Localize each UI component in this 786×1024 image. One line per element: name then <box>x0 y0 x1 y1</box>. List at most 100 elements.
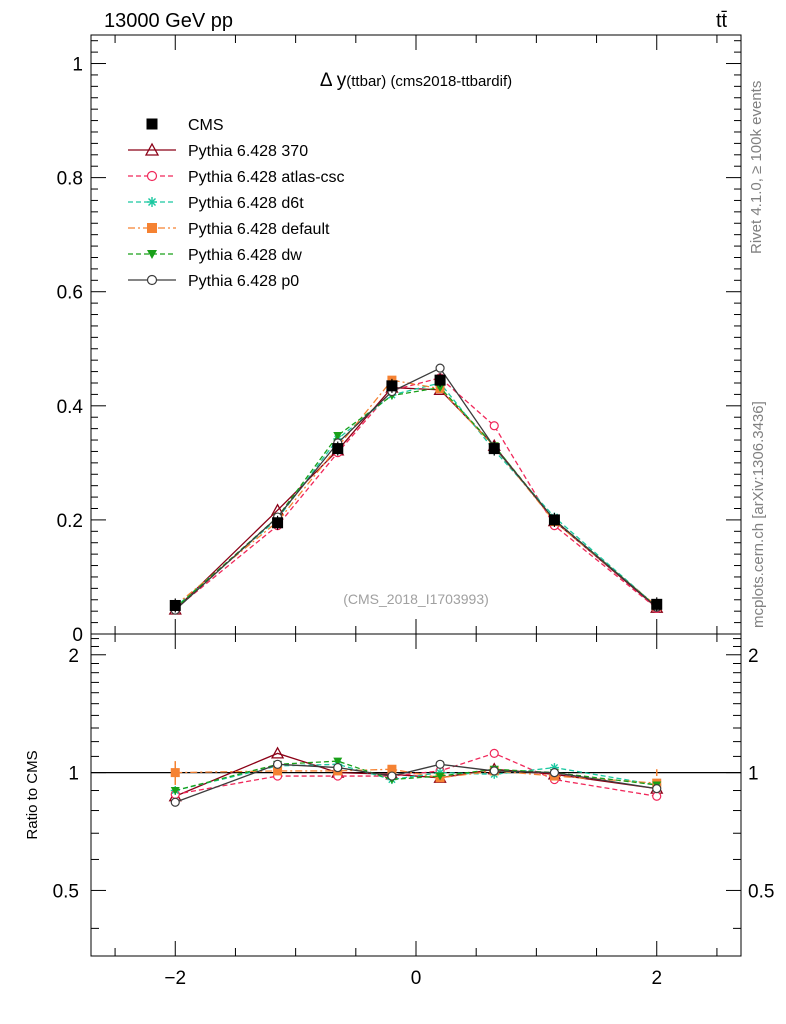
main-ytick-label-5: 1 <box>72 55 83 76</box>
legend-marker-pythia-6-428-370 <box>144 142 160 156</box>
point-pythia-6-428-atlas-csc-5 <box>489 421 499 431</box>
legend-marker-pythia-6-428-d6t <box>147 197 157 207</box>
ratio-point-pythia-6-428-370-1 <box>270 746 285 759</box>
ratio-point-pythia-6-428-default-1 <box>273 766 283 776</box>
legend-item-pythia-6-428-370: Pythia 6.428 370 <box>128 142 308 160</box>
legend: CMS Pythia 6.428 370 Pythia 6.428 atlas-cs… <box>128 117 345 290</box>
series-line-pythia-6-428-370 <box>174 386 658 610</box>
plot-title-suffix: (ttbar) (cms2018-ttbardif) <box>346 73 512 90</box>
point-cms-7 <box>651 598 663 610</box>
ratio-point-pythia-6-428-atlas-csc-5 <box>489 748 499 758</box>
ratio-line-pythia-6-428-370 <box>175 752 657 797</box>
rivet-label: Rivet 4.1.0, ≥ 100k events <box>748 81 765 254</box>
energy-label: 13000 GeV pp <box>104 10 233 32</box>
legend-marker-pythia-6-428-atlas-csc <box>146 170 158 182</box>
ratio-ytick-label-left-2: 2 <box>68 646 79 667</box>
series-pythia-6-428-370 <box>168 380 664 615</box>
ratio-point-pythia-6-428-p0-5 <box>489 766 499 776</box>
series-line-pythia-6-428-dw <box>174 386 658 609</box>
legend-label-pythia-6-428-370: Pythia 6.428 370 <box>188 143 308 160</box>
series-cms <box>169 373 663 613</box>
main-ytick-label-1: 0.2 <box>57 511 83 532</box>
ratio-series-pythia-6-428-atlas-csc <box>170 748 662 801</box>
series-line-pythia-6-428-d6t <box>174 382 658 608</box>
ratio-ytick-label-left-0: 0.5 <box>53 881 79 902</box>
legend-marker-pythia-6-428-default <box>147 223 157 233</box>
legend-marker-cms <box>146 118 158 130</box>
ratio-xtick-label-2: 2 <box>651 968 662 989</box>
plot-title: Δ y(ttbar) (cms2018-ttbardif) <box>320 70 512 91</box>
legend-marker-pythia-6-428-p0 <box>146 274 158 286</box>
ratio-point-pythia-6-428-p0-7 <box>652 784 662 794</box>
point-pythia-6-428-dw-4 <box>435 384 445 393</box>
main-series <box>168 363 664 615</box>
ratio-series <box>168 746 664 807</box>
ratio-point-pythia-6-428-p0-2 <box>333 762 343 773</box>
ratio-series-pythia-6-428-p0 <box>170 759 662 807</box>
ratio-ytick-label-right-2: 2 <box>748 646 759 667</box>
legend-item-pythia-6-428-d6t: Pythia 6.428 d6t <box>128 195 304 212</box>
legend-label-pythia-6-428-dw: Pythia 6.428 dw <box>188 247 302 264</box>
point-cms-2 <box>332 443 344 455</box>
point-cms-4 <box>434 374 446 386</box>
legend-item-cms: CMS <box>146 117 224 134</box>
legend-item-pythia-6-428-default: Pythia 6.428 default <box>128 221 330 238</box>
ratio-point-pythia-6-428-default-0 <box>170 768 180 778</box>
legend-label-pythia-6-428-atlas-csc: Pythia 6.428 atlas-csc <box>188 169 345 186</box>
legend-item-pythia-6-428-atlas-csc: Pythia 6.428 atlas-csc <box>128 169 345 186</box>
point-cms-5 <box>488 443 500 455</box>
legend-label-cms: CMS <box>188 117 224 134</box>
ratio-line-pythia-6-428-p0 <box>175 763 657 803</box>
ratio-ylabel: Ratio to CMS <box>24 750 41 839</box>
series-pythia-6-428-atlas-csc <box>170 373 662 614</box>
point-cms-0 <box>169 599 181 611</box>
ratio-point-pythia-6-428-p0-0 <box>170 797 180 807</box>
ratio-point-pythia-6-428-atlas-csc-7 <box>652 791 662 801</box>
mcplots-label: mcplots.cern.ch [arXiv:1306.3436] <box>750 401 767 628</box>
legend-marker-pythia-6-428-d6t-stroke-3 <box>148 198 156 206</box>
legend-label-pythia-6-428-d6t: Pythia 6.428 d6t <box>188 195 304 212</box>
ratio-point-pythia-6-428-p0-6 <box>549 768 560 778</box>
legend-marker-pythia-6-428-dw <box>147 250 157 259</box>
main-ytick-label-0: 0 <box>72 625 83 646</box>
point-pythia-6-428-dw-2 <box>333 431 343 440</box>
ratio-point-pythia-6-428-dw-0 <box>170 787 180 796</box>
point-cms-6 <box>548 514 560 526</box>
legend-label-pythia-6-428-default: Pythia 6.428 default <box>188 221 330 238</box>
ratio-point-pythia-6-428-dw-2 <box>333 757 343 766</box>
main-ytick-label-4: 0.8 <box>57 169 83 190</box>
ratio-point-pythia-6-428-p0-4 <box>435 759 445 769</box>
point-cms-1 <box>272 517 284 529</box>
main-axes: 0 0.2 0.4 0.6 0.8 1 <box>57 35 741 646</box>
ratio-series-pythia-6-428-370 <box>168 746 664 802</box>
legend-item-pythia-6-428-p0: Pythia 6.428 p0 <box>128 273 299 290</box>
plot-title-prefix: Δ y <box>320 70 347 91</box>
series-line-pythia-6-428-default <box>174 379 658 607</box>
point-cms-3 <box>386 380 398 392</box>
legend-item-pythia-6-428-dw: Pythia 6.428 dw <box>128 247 302 264</box>
ratio-ytick-label-left-1: 1 <box>68 764 79 785</box>
ratio-ytick-label-right-1: 1 <box>748 764 759 785</box>
ratio-ytick-label-right-0: 0.5 <box>748 881 774 902</box>
ratio-point-pythia-6-428-dw-4 <box>435 772 445 781</box>
ratio-point-pythia-6-428-p0-1 <box>272 759 283 769</box>
ratio-point-pythia-6-428-default-3 <box>387 764 397 774</box>
ratio-line-pythia-6-428-d6t <box>175 763 657 792</box>
ratio-point-pythia-6-428-p0-3 <box>387 771 397 781</box>
series-pythia-6-428-d6t <box>170 378 662 612</box>
ratio-xtick-label-0: −2 <box>164 968 186 989</box>
series-pythia-6-428-p0 <box>170 363 662 615</box>
ratio-axes: 0.5 0.5 1 1 2 2 −2 0 2 <box>53 634 774 989</box>
process-label: tt̄ <box>716 10 728 32</box>
legend-label-pythia-6-428-p0: Pythia 6.428 p0 <box>188 273 299 290</box>
series-line-pythia-6-428-atlas-csc <box>174 377 658 610</box>
ratio-panel-frame <box>90 633 742 957</box>
series-line-pythia-6-428-p0 <box>174 367 658 611</box>
analysis-id: (CMS_2018_I1703993) <box>343 591 489 607</box>
main-ytick-label-2: 0.4 <box>57 397 84 418</box>
main-ytick-label-3: 0.6 <box>57 283 83 304</box>
point-pythia-6-428-p0-4 <box>435 363 445 373</box>
series-pythia-6-428-dw <box>170 384 662 613</box>
series-pythia-6-428-default <box>170 375 662 611</box>
